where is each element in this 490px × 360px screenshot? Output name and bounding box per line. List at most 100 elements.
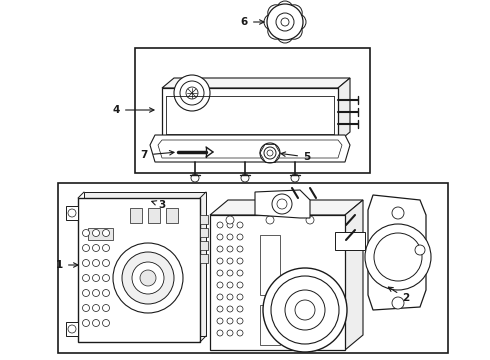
Circle shape xyxy=(93,244,99,252)
Circle shape xyxy=(82,305,90,311)
Bar xyxy=(88,228,113,240)
Polygon shape xyxy=(345,200,363,350)
Polygon shape xyxy=(162,78,350,88)
Circle shape xyxy=(227,306,233,312)
Bar xyxy=(166,208,178,223)
Bar xyxy=(200,228,208,237)
Polygon shape xyxy=(210,200,363,215)
Text: 4: 4 xyxy=(113,105,154,115)
Circle shape xyxy=(291,174,299,182)
Circle shape xyxy=(102,274,109,282)
Circle shape xyxy=(237,234,243,240)
Circle shape xyxy=(174,75,210,111)
Circle shape xyxy=(237,294,243,300)
Text: 6: 6 xyxy=(241,17,264,27)
Bar xyxy=(66,206,78,220)
Circle shape xyxy=(226,216,234,224)
Circle shape xyxy=(306,216,314,224)
Circle shape xyxy=(217,222,223,228)
Polygon shape xyxy=(338,78,350,142)
Circle shape xyxy=(286,23,302,39)
Bar xyxy=(130,208,142,223)
Circle shape xyxy=(365,224,431,290)
Circle shape xyxy=(68,325,76,333)
Bar xyxy=(135,48,370,173)
Circle shape xyxy=(191,174,199,182)
Circle shape xyxy=(217,330,223,336)
Circle shape xyxy=(277,199,287,209)
Circle shape xyxy=(102,244,109,252)
Circle shape xyxy=(286,5,302,21)
Circle shape xyxy=(237,270,243,276)
Circle shape xyxy=(264,14,280,30)
Circle shape xyxy=(237,318,243,324)
Circle shape xyxy=(93,274,99,282)
Circle shape xyxy=(102,320,109,327)
Circle shape xyxy=(82,289,90,297)
Circle shape xyxy=(227,294,233,300)
Circle shape xyxy=(267,4,303,40)
Polygon shape xyxy=(150,135,350,162)
Circle shape xyxy=(227,258,233,264)
Circle shape xyxy=(227,222,233,228)
Polygon shape xyxy=(255,190,310,218)
Circle shape xyxy=(374,233,422,281)
Bar xyxy=(200,254,208,263)
Circle shape xyxy=(227,282,233,288)
Circle shape xyxy=(82,320,90,327)
Circle shape xyxy=(93,260,99,266)
Circle shape xyxy=(82,230,90,237)
Bar xyxy=(200,241,208,250)
Circle shape xyxy=(217,318,223,324)
Circle shape xyxy=(271,276,339,344)
Circle shape xyxy=(272,194,292,214)
Polygon shape xyxy=(368,195,426,310)
Circle shape xyxy=(82,244,90,252)
Circle shape xyxy=(415,245,425,255)
Circle shape xyxy=(227,330,233,336)
Polygon shape xyxy=(335,232,365,250)
Circle shape xyxy=(263,268,347,352)
Circle shape xyxy=(227,246,233,252)
Circle shape xyxy=(113,243,183,313)
Bar xyxy=(78,198,200,342)
Circle shape xyxy=(392,207,404,219)
Bar xyxy=(148,208,160,223)
Bar xyxy=(210,215,345,350)
Circle shape xyxy=(68,209,76,217)
Bar xyxy=(200,215,208,224)
Circle shape xyxy=(132,262,164,294)
Circle shape xyxy=(277,1,293,17)
Circle shape xyxy=(281,18,289,26)
Circle shape xyxy=(217,234,223,240)
Circle shape xyxy=(217,246,223,252)
Circle shape xyxy=(93,320,99,327)
Circle shape xyxy=(237,258,243,264)
Circle shape xyxy=(102,230,109,237)
Circle shape xyxy=(392,297,404,309)
Circle shape xyxy=(237,246,243,252)
Bar xyxy=(162,88,338,142)
Circle shape xyxy=(93,305,99,311)
Circle shape xyxy=(295,300,315,320)
Circle shape xyxy=(217,294,223,300)
Circle shape xyxy=(102,289,109,297)
Circle shape xyxy=(217,258,223,264)
Circle shape xyxy=(290,14,306,30)
Circle shape xyxy=(93,289,99,297)
Circle shape xyxy=(140,270,156,286)
Circle shape xyxy=(227,270,233,276)
Circle shape xyxy=(237,306,243,312)
Circle shape xyxy=(268,23,284,39)
Circle shape xyxy=(82,274,90,282)
Circle shape xyxy=(277,27,293,43)
Circle shape xyxy=(237,330,243,336)
Circle shape xyxy=(264,147,276,159)
Bar xyxy=(58,183,448,353)
Circle shape xyxy=(268,5,284,21)
Circle shape xyxy=(276,13,294,31)
Circle shape xyxy=(237,222,243,228)
Circle shape xyxy=(180,81,204,105)
Circle shape xyxy=(82,260,90,266)
Text: 2: 2 xyxy=(389,287,409,303)
